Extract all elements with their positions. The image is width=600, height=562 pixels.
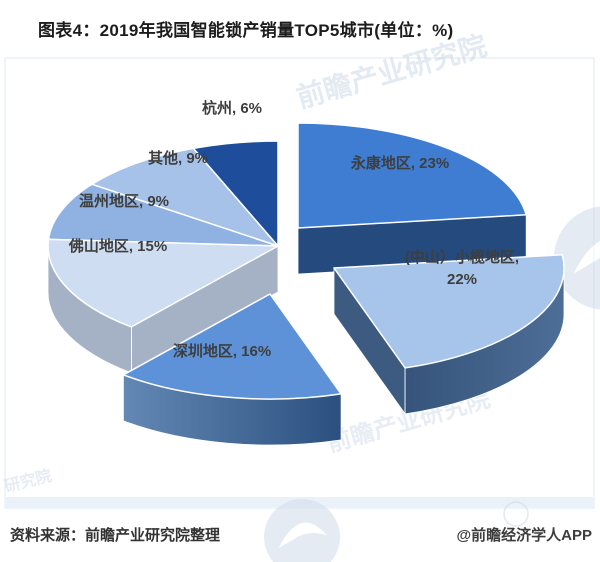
pie-slice-top [91,147,279,247]
pie-slice-3 [47,238,279,374]
watermark-logo-icon [554,206,600,310]
pie-label-1: (中山）小榄地区, [405,248,519,266]
pie-label-2: 深圳地区, 16% [173,342,271,360]
pie-slice-2 [122,293,342,446]
pie-slice-top [122,293,342,400]
pie-slice-1 [333,254,565,416]
pie-slice-0 [297,122,527,275]
pie-label-1-line2: 22% [447,271,477,288]
pie-label-0: 永康地区, 23% [350,154,449,172]
pie-label-5: 其他, 9% [148,149,208,167]
pie-label-3: 佛山地区, 15% [68,237,167,255]
pie-slice-top [47,183,279,247]
slice-labels: 永康地区, 23% (中山）小榄地区, 22% 深圳地区, 16% 佛山地区, 15% 温… [68,99,519,360]
pie-label-6: 杭州, 6% [202,99,262,117]
pie-slice-top [333,254,565,369]
watermark-logo-icon [503,501,529,527]
pie-slice-top [297,122,527,229]
pie-label-4: 温州地区, 9% [79,192,169,210]
pie-slice-top [47,238,279,328]
chart-title: 图表4：2019年我国智能锁产销量TOP5城市(单位：%) [38,21,454,40]
watermark-logo-icon [264,499,340,562]
credit-label: @前瞻经济学人APP [456,527,592,544]
data-source-label: 资料来源：前瞻产业研究院整理 [10,527,221,544]
